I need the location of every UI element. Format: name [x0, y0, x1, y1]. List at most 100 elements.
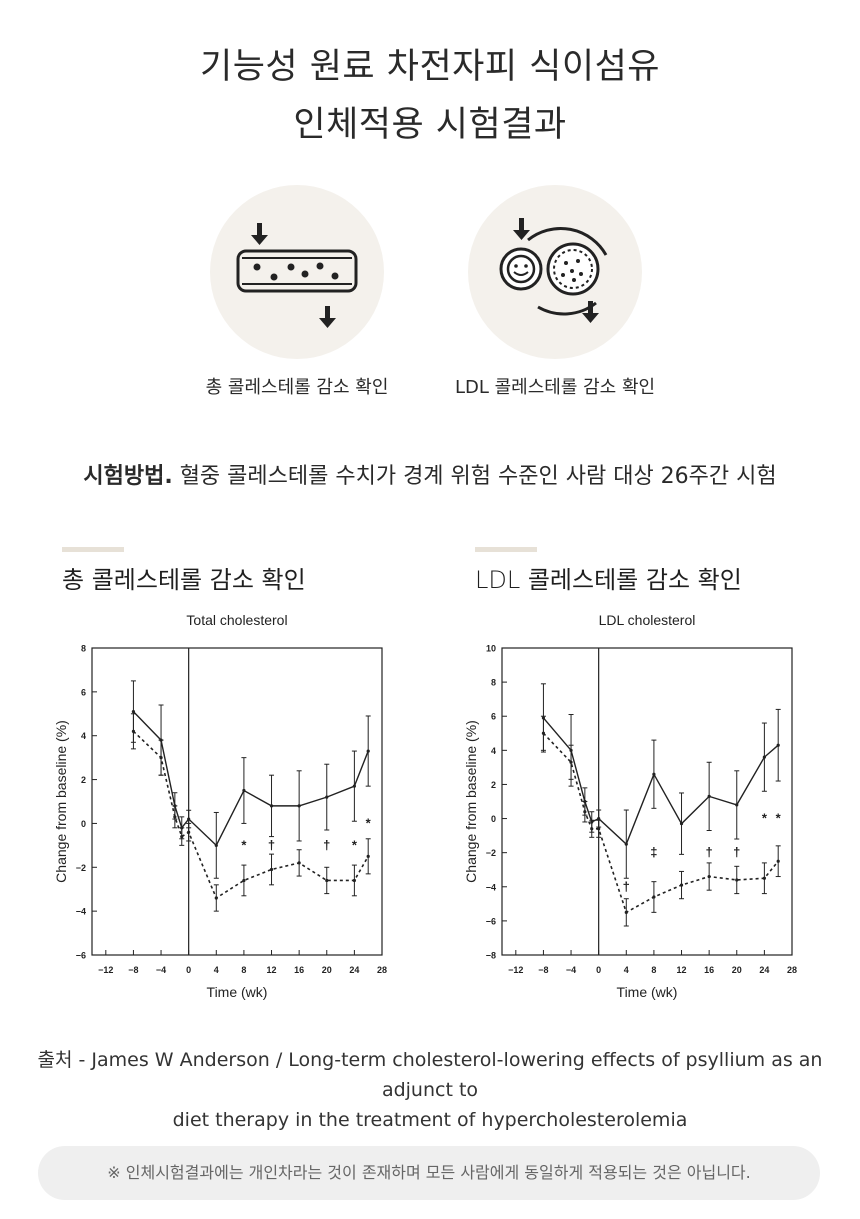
- y-tick-label: 2: [81, 775, 86, 785]
- x-tick-label: 0: [596, 965, 601, 975]
- data-point: [352, 784, 356, 788]
- data-point: [187, 830, 191, 834]
- data-point: [352, 878, 356, 883]
- x-tick-label: 8: [241, 965, 246, 975]
- data-point: [242, 788, 246, 793]
- data-point: [707, 794, 711, 798]
- y-tick-label: 4: [491, 746, 496, 756]
- section-accent-bar: [62, 547, 124, 552]
- x-tick-label: −12: [98, 965, 113, 975]
- significance-marker: *: [762, 811, 768, 826]
- data-point: [269, 804, 274, 808]
- y-tick-label: −8: [486, 951, 496, 961]
- membrane-filter-icon: [236, 223, 358, 328]
- x-tick-label: −8: [538, 965, 548, 975]
- significance-marker: *: [366, 815, 372, 830]
- y-tick-label: 2: [491, 780, 496, 790]
- data-point: [707, 874, 711, 879]
- data-point: [214, 896, 218, 900]
- icon-caption-total: 총 콜레스테롤 감소 확인: [205, 377, 389, 398]
- y-tick-label: 8: [491, 678, 496, 688]
- data-point: [583, 810, 587, 814]
- data-point: [366, 854, 370, 858]
- data-point: [325, 795, 329, 799]
- data-point: [590, 827, 594, 831]
- y-tick-label: −6: [486, 916, 496, 926]
- data-point: [762, 876, 766, 880]
- significance-marker: ‡: [650, 845, 657, 860]
- data-point: [652, 772, 656, 776]
- x-tick-label: 24: [759, 965, 769, 975]
- y-tick-label: −4: [486, 882, 496, 892]
- data-point: [131, 729, 136, 733]
- icon-circle-total: [210, 185, 384, 359]
- data-point: [776, 859, 780, 863]
- data-point: [159, 756, 163, 760]
- data-point: [762, 755, 766, 759]
- data-point: [297, 861, 301, 865]
- y-tick-label: −4: [76, 907, 86, 917]
- citation-line-1: 출처 - James W Anderson / Long-term choles…: [37, 1049, 823, 1101]
- y-tick-label: 0: [81, 819, 86, 829]
- y-tick-label: 8: [81, 644, 86, 654]
- plot-frame: [501, 647, 793, 956]
- data-point: [776, 743, 780, 747]
- section-title-ldl: LDL 콜레스테롤 감소 확인: [475, 566, 742, 594]
- x-tick-label: 20: [322, 965, 332, 975]
- y-tick-label: 6: [491, 712, 496, 722]
- data-point: [325, 878, 329, 883]
- data-point: [679, 883, 684, 887]
- data-point: [624, 842, 628, 846]
- disclaimer-notice: ※ 인체시험결과에는 개인차라는 것이 존재하며 모든 사람에게 동일하게 적용…: [38, 1146, 820, 1200]
- citation-line-2: diet therapy in the treatment of hyperch…: [172, 1109, 688, 1131]
- data-point: [597, 827, 601, 831]
- data-point: [735, 878, 739, 882]
- y-tick-label: 6: [81, 687, 86, 697]
- data-point: [652, 895, 656, 899]
- x-axis-label: Time (wk): [207, 984, 268, 1000]
- x-tick-label: −8: [128, 965, 138, 975]
- data-point: [597, 816, 601, 821]
- series-line-solid: [132, 711, 369, 847]
- significance-marker: *: [776, 811, 782, 826]
- significance-marker: †: [268, 837, 275, 852]
- page-title-line-2: 인체적용 시험결과: [293, 105, 567, 145]
- series-line-solid: [542, 717, 779, 846]
- data-point: [735, 803, 739, 807]
- page-title-line-1: 기능성 원료 차전자피 식이섬유: [200, 47, 660, 87]
- x-tick-label: 12: [267, 965, 277, 975]
- data-point: [187, 817, 191, 821]
- x-tick-label: 24: [349, 965, 359, 975]
- series-line-dashed: [132, 730, 369, 900]
- data-point: [366, 749, 370, 753]
- significance-marker: *: [352, 837, 358, 852]
- y-tick-label: 0: [491, 814, 496, 824]
- x-tick-label: 12: [677, 965, 687, 975]
- data-point: [569, 760, 573, 764]
- x-tick-label: 16: [704, 965, 714, 975]
- x-tick-label: 16: [294, 965, 304, 975]
- data-point: [624, 910, 628, 914]
- x-tick-label: 4: [214, 965, 219, 975]
- x-tick-label: 20: [732, 965, 742, 975]
- data-point: [297, 804, 301, 808]
- plot-frame: [91, 647, 383, 956]
- icon-circle-ldl: [468, 185, 642, 359]
- y-tick-label: −6: [76, 951, 86, 961]
- y-tick-label: 4: [81, 731, 86, 741]
- significance-marker: †: [733, 845, 740, 860]
- significance-marker: †: [323, 837, 330, 852]
- significance-marker: *: [241, 837, 247, 852]
- x-tick-label: −4: [156, 965, 166, 975]
- ldl-particle-icon: [499, 218, 608, 323]
- significance-marker: †: [623, 879, 630, 894]
- chart-title: Total cholesterol: [186, 612, 287, 628]
- test-method: 시험방법. 혈중 콜레스테롤 수치가 경계 위험 수준인 사람 대상 26주간 …: [0, 458, 860, 490]
- x-tick-label: −4: [566, 965, 576, 975]
- x-tick-label: 8: [651, 965, 656, 975]
- series-line-dashed: [542, 732, 779, 914]
- x-tick-label: 28: [377, 965, 387, 975]
- y-tick-label: −2: [76, 863, 86, 873]
